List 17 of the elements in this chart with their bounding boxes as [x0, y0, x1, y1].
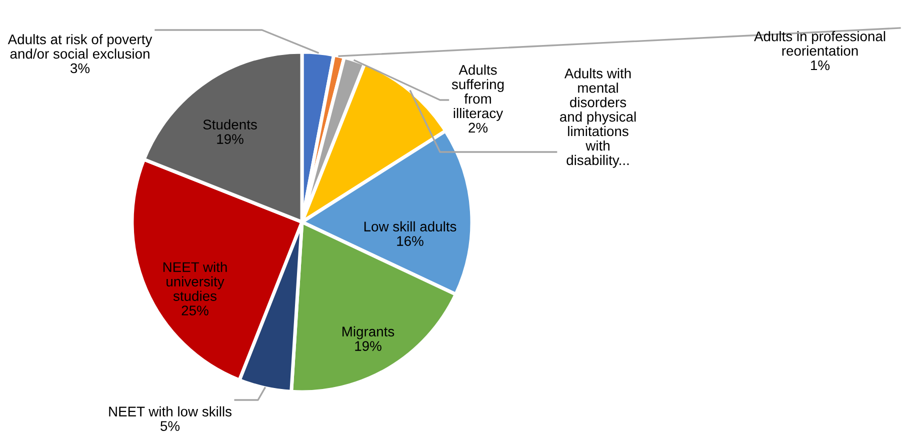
data-label: 2%	[468, 122, 488, 133]
slice-label: Adults with mental disorders and physical limitations with disability...	[560, 68, 636, 168]
data-label: 19%	[217, 134, 244, 144]
slice-label: Migrants	[342, 326, 394, 340]
slice-label: Students	[203, 119, 257, 130]
slice-label: NEET with low skills	[109, 406, 232, 416]
data-label: 3%	[70, 63, 90, 74]
slice-label: Low skill adults	[364, 221, 456, 232]
slice-label: Adults at risk of poverty and/or social exclusion	[8, 34, 152, 59]
slice-label: Adults in professional reorientation	[754, 31, 886, 56]
slice-label: Adults suffering from illiteracy	[452, 64, 504, 121]
slice-label: NEET with university studies	[163, 262, 227, 301]
data-label: 16%	[397, 236, 424, 246]
data-label: 5%	[160, 421, 180, 431]
data-label: 1%	[811, 60, 830, 70]
data-label: 19%	[355, 341, 382, 351]
data-label: 25%	[182, 306, 208, 316]
